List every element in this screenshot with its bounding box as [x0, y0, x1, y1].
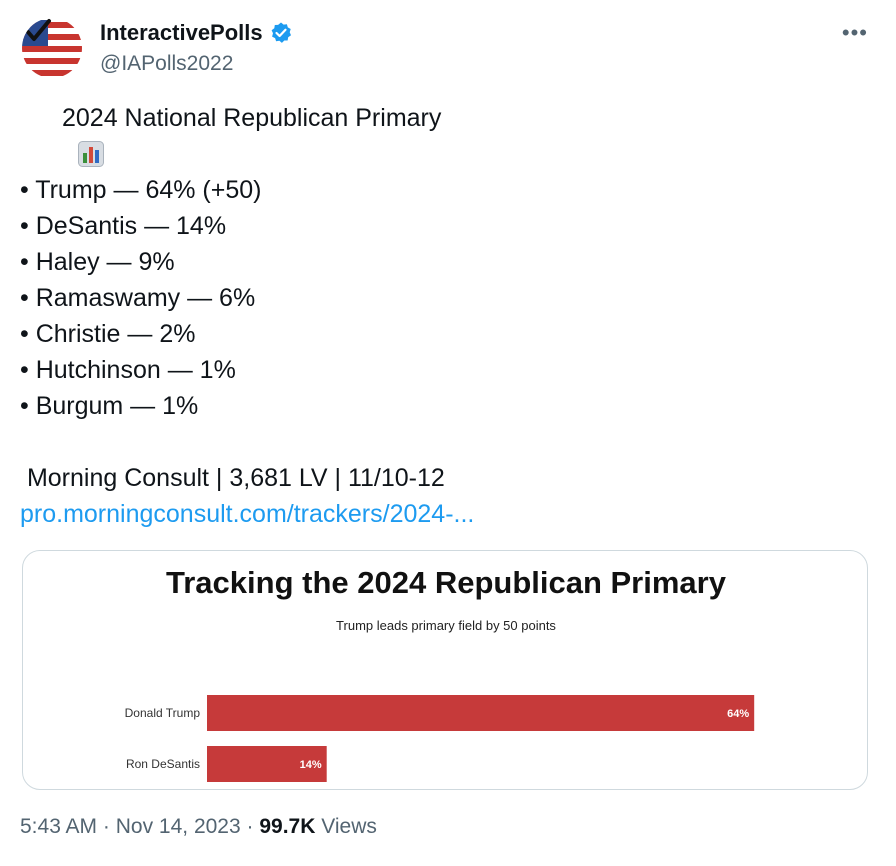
result-line: • Trump — 64% (+50): [20, 176, 262, 204]
post-time[interactable]: 5:43 AM: [20, 815, 98, 838]
result-line: • Christie — 2%: [20, 320, 196, 348]
bar-category-label: Ron DeSantis: [126, 757, 200, 771]
bar-chart-emoji-icon: [22, 105, 104, 167]
views-count: 99.7K: [259, 815, 316, 838]
link-card[interactable]: Tracking the 2024 Republican Primary Tru…: [22, 550, 868, 790]
verified-badge-icon[interactable]: [269, 21, 293, 45]
post-title: 2024 National Republican Primary: [62, 104, 442, 132]
chart-title: Tracking the 2024 Republican Primary: [166, 565, 726, 600]
separator: ·: [97, 815, 116, 838]
result-line: • DeSantis — 14%: [20, 212, 227, 240]
bar-value-label: 64%: [727, 708, 749, 720]
avatar[interactable]: [22, 18, 82, 78]
separator: ·: [240, 815, 260, 838]
bar-chart: Donald Trump 64% Ron DeSantis 14%: [125, 695, 755, 782]
source-link[interactable]: pro.morningconsult.com/trackers/2024-...: [20, 500, 475, 528]
result-line: • Ramaswamy — 6%: [20, 284, 256, 312]
result-line: • Burgum — 1%: [20, 392, 199, 420]
poll-source: Morning Consult | 3,681 LV | 11/10-12: [20, 464, 445, 492]
tweet-text: 2024 National Republican Primary • Trump…: [20, 100, 474, 532]
author-handle[interactable]: @IAPolls2022: [100, 52, 234, 75]
result-line: • Haley — 9%: [20, 248, 175, 276]
display-name[interactable]: InteractivePolls: [100, 20, 263, 45]
tweet-footer: 5:43 AM · Nov 14, 2023 · 99.7K Views: [20, 815, 377, 839]
bar-category-label: Donald Trump: [125, 706, 201, 720]
post-date[interactable]: Nov 14, 2023: [115, 815, 241, 838]
post-title-line: 2024 National Republican Primary: [20, 100, 474, 167]
spacer: [20, 424, 474, 460]
bar: [207, 746, 327, 782]
more-options-button[interactable]: •••: [841, 20, 868, 45]
author-name-row[interactable]: InteractivePolls: [100, 20, 293, 46]
result-line: • Hutchinson — 1%: [20, 356, 236, 384]
chart-subtitle: Trump leads primary field by 50 points: [336, 618, 556, 633]
source-link-line: pro.morningconsult.com/trackers/2024-...: [20, 496, 474, 532]
bar: [207, 695, 755, 731]
us-flag-checkmark-icon: [22, 18, 82, 78]
views-label: Views: [321, 815, 377, 838]
bar-value-label: 14%: [300, 759, 322, 771]
